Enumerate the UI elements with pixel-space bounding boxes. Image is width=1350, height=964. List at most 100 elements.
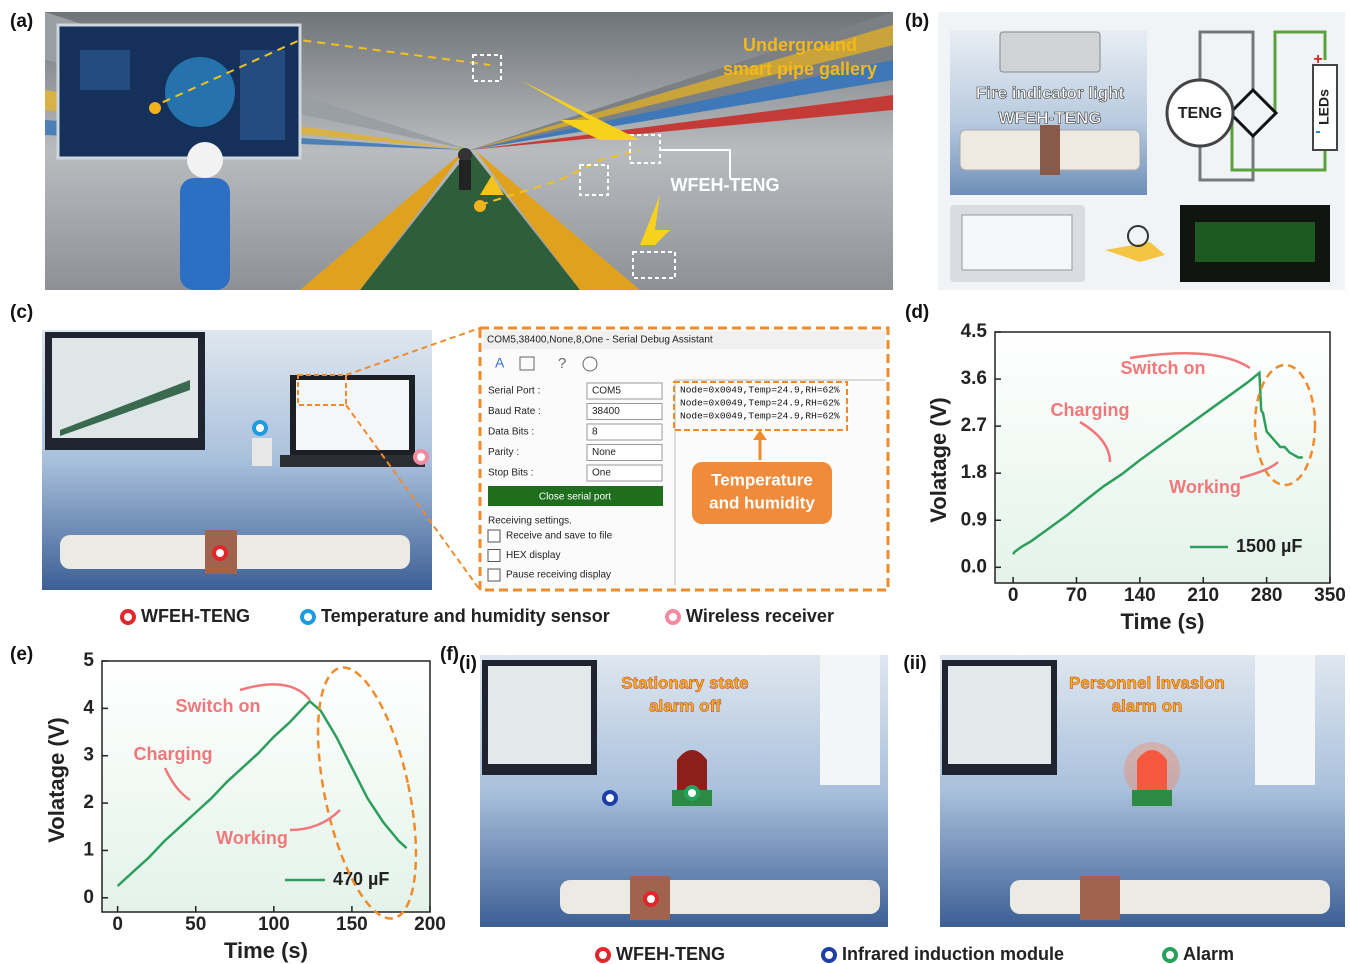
button-label[interactable]: Close serial port	[539, 492, 611, 503]
checkbox[interactable]	[488, 569, 500, 581]
light-photos-rect	[1195, 222, 1315, 262]
legend-label: Infrared induction module	[842, 944, 1064, 964]
panel-label: (a)	[10, 11, 33, 32]
legend-dot	[597, 949, 609, 961]
photo-marker	[415, 451, 427, 463]
checkbox[interactable]	[488, 530, 500, 542]
gallery-illustration-rect	[240, 50, 285, 140]
annotation: Working	[216, 828, 288, 848]
legend-dot	[122, 611, 134, 623]
y-tick-label: 3	[83, 745, 94, 766]
x-axis-label: Time (s)	[1121, 609, 1205, 634]
field-value[interactable]: None	[592, 447, 616, 458]
field-label: Data Bits :	[488, 427, 534, 438]
y-tick-label: 1.8	[961, 462, 987, 483]
output-line: Node=0x0049,Temp=24.9,RH=62%	[680, 385, 840, 396]
field-label: Serial Port :	[488, 386, 540, 397]
sub-label: (i)	[459, 653, 477, 674]
panel-label: (d)	[905, 302, 929, 323]
x-tick-label: 100	[258, 914, 290, 935]
checkbox[interactable]	[488, 550, 500, 562]
lab-photo-rect	[280, 455, 425, 467]
legend-label: Temperature and humidity sensor	[321, 606, 610, 626]
field-label: Parity :	[488, 447, 519, 458]
alarm-photos-rect	[1132, 790, 1172, 806]
field-label: Stop Bits :	[488, 468, 534, 479]
x-tick-label: 210	[1187, 585, 1219, 606]
gallery-title: smart pipe gallery	[723, 59, 877, 79]
light-photos-rect	[962, 215, 1072, 270]
alarm-photos-path	[677, 750, 707, 790]
gallery-illustration-circle	[474, 200, 486, 212]
state-caption: Stationary state	[621, 673, 749, 692]
callout-text: Temperature	[711, 470, 813, 489]
x-axis-label: Time (s)	[224, 938, 308, 963]
legend-label: WFEH-TENG	[141, 606, 250, 626]
gallery-illustration-circle	[187, 142, 223, 178]
callout-text: and humidity	[709, 493, 815, 512]
light-photos-rect	[1000, 32, 1100, 72]
gallery-illustration-circle	[149, 102, 161, 114]
alarm-photos-rect	[1255, 655, 1315, 785]
option-label: Receive and save to file	[506, 531, 613, 542]
photo-marker	[645, 893, 657, 905]
alarm-photos-rect	[560, 880, 880, 914]
x-tick-label: 140	[1124, 585, 1156, 606]
field-value[interactable]: 38400	[592, 406, 620, 417]
gallery-illustration-circle	[458, 148, 472, 162]
annotation: Switch on	[1121, 358, 1206, 378]
x-tick-label: 280	[1251, 585, 1283, 606]
gallery-illustration-rect	[459, 160, 471, 190]
field-value[interactable]: One	[592, 468, 611, 479]
device-label: WFEH-TENG	[671, 175, 780, 195]
photo-marker	[604, 792, 616, 804]
y-tick-label: 5	[83, 650, 94, 671]
teng-label: TENG	[1178, 105, 1222, 122]
receiving-heading: Receiving settings.	[488, 516, 572, 527]
photo-label: WFEH-TENG	[999, 108, 1102, 127]
field-value[interactable]: COM5	[592, 386, 621, 397]
x-tick-label: 50	[185, 914, 206, 935]
panel-label: (f)	[440, 644, 459, 665]
annotation: Switch on	[176, 696, 261, 716]
field-value[interactable]: 8	[592, 427, 598, 438]
option-label: Pause receiving display	[506, 570, 611, 581]
option-label: HEX display	[506, 550, 560, 561]
annotation: Charging	[134, 744, 213, 764]
figure: Underground smart pipe gallery WFEH-TENG…	[0, 0, 1350, 964]
x-tick-label: 350	[1314, 585, 1346, 606]
legend-label: WFEH-TENG	[616, 944, 725, 964]
y-axis-label: Volatage (V)	[926, 397, 951, 523]
annotation: Working	[1169, 477, 1241, 497]
y-tick-label: 0.0	[961, 556, 987, 577]
legend-label: Alarm	[1183, 944, 1234, 964]
toolbar-icon[interactable]: A	[495, 355, 505, 371]
panel-label: (e)	[10, 644, 33, 665]
legend-label: 1500 µF	[1236, 536, 1302, 556]
photo-marker	[686, 787, 698, 799]
legend-dot	[823, 949, 835, 961]
gallery-illustration-rect	[80, 50, 130, 90]
alarm-photos-circle	[1124, 742, 1180, 798]
window-title: COM5,38400,None,8,One - Serial Debug Ass…	[487, 335, 713, 346]
lab-photo-rect	[252, 438, 272, 466]
annotation: Charging	[1051, 400, 1130, 420]
legend-dot	[1164, 949, 1176, 961]
legend-dot	[302, 611, 314, 623]
photo-label: Fire indicator light	[976, 83, 1125, 102]
panel-label: (c)	[10, 302, 33, 323]
alarm-photos-rect	[948, 666, 1051, 764]
alarm-photos-rect	[1080, 876, 1120, 920]
panel-label: (b)	[905, 11, 929, 32]
minus-sign: -	[1315, 123, 1320, 140]
led-label: LEDs	[1316, 89, 1332, 125]
y-axis-label: Volatage (V)	[44, 717, 69, 843]
light-photos-rect	[1040, 125, 1060, 175]
field-label: Baud Rate :	[488, 406, 541, 417]
x-tick-label: 0	[112, 914, 123, 935]
field-select[interactable]	[587, 424, 662, 440]
x-tick-label: 200	[414, 914, 446, 935]
x-tick-label: 70	[1066, 585, 1087, 606]
y-tick-label: 0.9	[961, 509, 987, 530]
toolbar-icon[interactable]: ?	[558, 355, 566, 372]
